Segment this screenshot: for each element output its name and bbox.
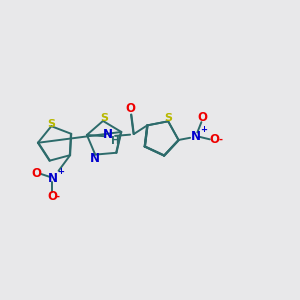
Text: S: S xyxy=(164,112,172,122)
Text: -: - xyxy=(218,135,222,145)
Text: H: H xyxy=(111,136,119,146)
Text: N: N xyxy=(48,172,58,185)
Text: O: O xyxy=(47,190,57,203)
Text: S: S xyxy=(100,113,109,123)
Text: N: N xyxy=(191,130,201,143)
Text: O: O xyxy=(32,167,42,179)
Text: +: + xyxy=(57,167,64,176)
Text: O: O xyxy=(209,134,220,146)
Text: N: N xyxy=(90,152,100,165)
Text: -: - xyxy=(56,192,60,202)
Text: +: + xyxy=(200,125,207,134)
Text: S: S xyxy=(47,119,55,129)
Text: O: O xyxy=(197,111,207,124)
Text: O: O xyxy=(126,103,136,116)
Text: N: N xyxy=(103,128,113,141)
